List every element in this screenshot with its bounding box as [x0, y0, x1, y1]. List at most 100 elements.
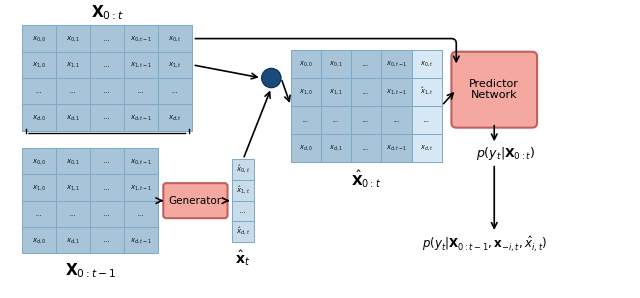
Text: $x_{0,1}$: $x_{0,1}$ — [329, 59, 343, 68]
Circle shape — [262, 68, 281, 88]
Bar — [321, 50, 351, 78]
Bar — [291, 134, 321, 162]
Text: $x_{0,1}$: $x_{0,1}$ — [66, 157, 81, 166]
Text: $x_{0,0}$: $x_{0,0}$ — [32, 157, 47, 166]
Text: Predictor
Network: Predictor Network — [469, 79, 519, 100]
Bar — [159, 25, 193, 52]
Text: $\hat{x}_{1,t}$: $\hat{x}_{1,t}$ — [420, 86, 433, 97]
Text: Generator: Generator — [169, 196, 222, 206]
Bar — [90, 174, 124, 201]
Text: $x_{1,0}$: $x_{1,0}$ — [299, 87, 313, 96]
Text: $x_{1,1}$: $x_{1,1}$ — [66, 60, 81, 69]
Bar — [124, 201, 159, 227]
Text: $x_{d,t-1}$: $x_{d,t-1}$ — [130, 236, 152, 245]
Text: ...: ... — [363, 145, 369, 151]
Bar — [124, 25, 159, 52]
Text: $\hat{x}_{0,t}$: $\hat{x}_{0,t}$ — [236, 164, 250, 175]
Text: $x_{0,t-1}$: $x_{0,t-1}$ — [386, 59, 407, 68]
Text: $x_{0,t}$: $x_{0,t}$ — [420, 59, 433, 68]
Bar — [56, 174, 90, 201]
Bar — [90, 52, 124, 78]
Text: $x_{d,1}$: $x_{d,1}$ — [66, 113, 81, 122]
Text: ...: ... — [303, 117, 309, 123]
Text: $x_{1,1}$: $x_{1,1}$ — [66, 183, 81, 192]
Bar — [232, 180, 254, 201]
Bar — [159, 78, 193, 104]
Text: ...: ... — [240, 208, 246, 214]
Bar — [291, 78, 321, 106]
Bar — [351, 134, 381, 162]
Text: $x_{d,0}$: $x_{d,0}$ — [32, 113, 47, 122]
Text: $x_{1,t-1}$: $x_{1,t-1}$ — [130, 60, 152, 69]
Text: $x_{0,0}$: $x_{0,0}$ — [32, 34, 47, 43]
Bar — [351, 50, 381, 78]
Bar — [90, 78, 124, 104]
Text: $x_{d,t-1}$: $x_{d,t-1}$ — [130, 113, 152, 122]
Text: $\hat{\mathbf{X}}_{0:t}$: $\hat{\mathbf{X}}_{0:t}$ — [351, 169, 381, 190]
Text: $x_{0,t-1}$: $x_{0,t-1}$ — [130, 34, 152, 43]
Text: $x_{d,t-1}$: $x_{d,t-1}$ — [386, 143, 407, 152]
Bar — [412, 78, 442, 106]
Bar — [90, 148, 124, 174]
Text: ...: ... — [393, 117, 399, 123]
Bar — [124, 78, 159, 104]
Bar — [56, 52, 90, 78]
Text: $\hat{x}_{1,t}$: $\hat{x}_{1,t}$ — [236, 185, 250, 196]
Bar — [381, 134, 412, 162]
Text: $x_{1,t-1}$: $x_{1,t-1}$ — [130, 183, 152, 192]
Text: ...: ... — [104, 237, 111, 243]
Text: ...: ... — [363, 61, 369, 67]
Text: ...: ... — [104, 88, 111, 94]
Bar — [381, 50, 412, 78]
Bar — [56, 25, 90, 52]
FancyBboxPatch shape — [163, 183, 228, 218]
Text: $x_{d,1}$: $x_{d,1}$ — [66, 236, 81, 245]
Text: $x_{0,t}$: $x_{0,t}$ — [168, 34, 182, 43]
Bar — [321, 106, 351, 134]
Bar — [56, 201, 90, 227]
Bar — [90, 25, 124, 52]
Bar — [232, 159, 254, 180]
Text: ...: ... — [138, 88, 145, 94]
Bar — [159, 52, 193, 78]
Text: $x_{d,t}$: $x_{d,t}$ — [168, 113, 182, 122]
Text: $x_{1,t}$: $x_{1,t}$ — [168, 60, 182, 69]
Text: ...: ... — [104, 211, 111, 217]
Text: $x_{d,t}$: $x_{d,t}$ — [420, 143, 433, 152]
Bar — [22, 148, 56, 174]
Text: $\hat{\mathbf{x}}_t$: $\hat{\mathbf{x}}_t$ — [236, 248, 251, 268]
Bar — [56, 78, 90, 104]
Bar — [351, 78, 381, 106]
Text: ...: ... — [70, 211, 77, 217]
Bar — [56, 104, 90, 131]
Bar — [22, 78, 56, 104]
Bar — [412, 50, 442, 78]
Text: $x_{1,0}$: $x_{1,0}$ — [32, 60, 47, 69]
Bar — [22, 104, 56, 131]
Text: $\mathbf{X}_{0:t}$: $\mathbf{X}_{0:t}$ — [91, 3, 124, 21]
Text: $x_{1,1}$: $x_{1,1}$ — [329, 87, 343, 96]
Bar — [232, 201, 254, 221]
Bar — [412, 106, 442, 134]
Text: $x_{0,t-1}$: $x_{0,t-1}$ — [130, 157, 152, 166]
Bar — [124, 148, 159, 174]
Text: $x_{0,0}$: $x_{0,0}$ — [299, 59, 313, 68]
Text: $x_{0,1}$: $x_{0,1}$ — [66, 34, 81, 43]
Bar — [381, 78, 412, 106]
Bar — [56, 148, 90, 174]
Bar — [412, 134, 442, 162]
Text: $\hat{x}_{d,t}$: $\hat{x}_{d,t}$ — [236, 226, 250, 237]
Text: ...: ... — [104, 158, 111, 164]
Bar — [124, 227, 159, 253]
Text: $x_{d,0}$: $x_{d,0}$ — [299, 143, 313, 152]
Bar — [321, 134, 351, 162]
Text: $x_{d,0}$: $x_{d,0}$ — [32, 236, 47, 245]
Text: ...: ... — [363, 89, 369, 95]
Text: $p(y_t|\mathbf{X}_{0:t-1}, \mathbf{x}_{-i,t}, \hat{x}_{i,t})$: $p(y_t|\mathbf{X}_{0:t-1}, \mathbf{x}_{-… — [422, 235, 547, 254]
Text: ...: ... — [104, 184, 111, 190]
Text: $x_{1,t-1}$: $x_{1,t-1}$ — [386, 87, 407, 96]
Bar — [90, 227, 124, 253]
Bar — [90, 104, 124, 131]
Bar — [22, 25, 56, 52]
Bar — [22, 227, 56, 253]
